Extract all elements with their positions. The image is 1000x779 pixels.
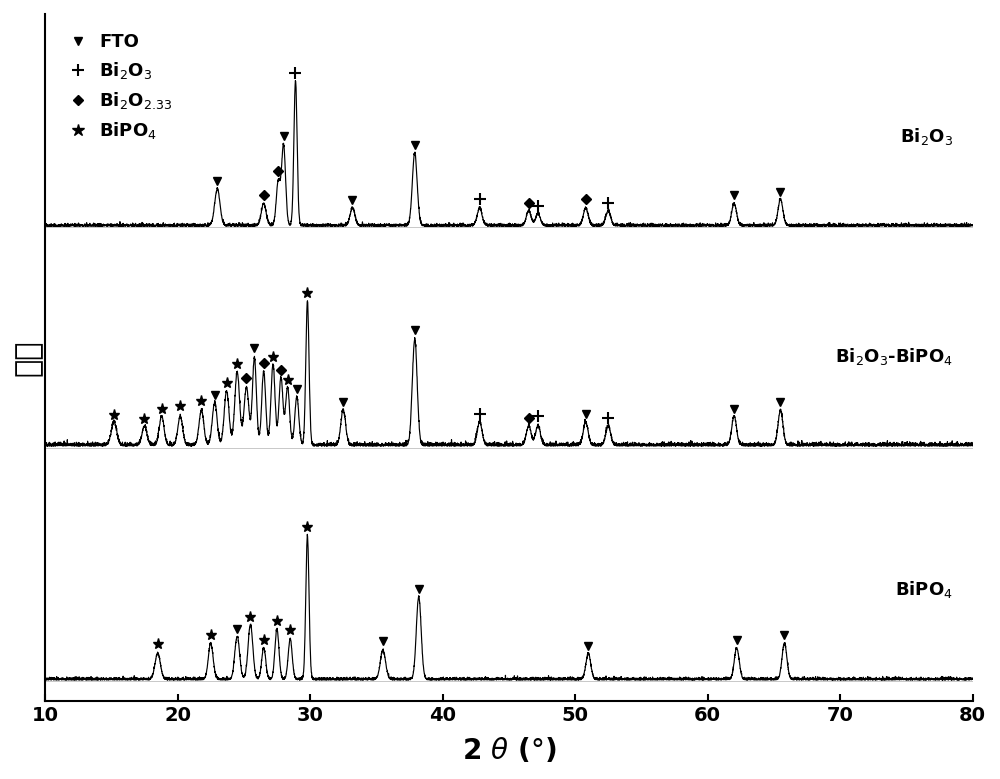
Text: BiPO$_4$: BiPO$_4$	[895, 580, 953, 601]
Legend: FTO, Bi$_2$O$_3$, Bi$_2$O$_{2.33}$, BiPO$_4$: FTO, Bi$_2$O$_3$, Bi$_2$O$_{2.33}$, BiPO…	[63, 30, 176, 145]
Text: Bi$_2$O$_3$-BiPO$_4$: Bi$_2$O$_3$-BiPO$_4$	[835, 346, 953, 367]
Text: Bi$_2$O$_3$: Bi$_2$O$_3$	[900, 125, 953, 146]
X-axis label: 2 $\theta$ ($\degree$): 2 $\theta$ ($\degree$)	[462, 736, 556, 765]
Y-axis label: 强度: 强度	[14, 340, 43, 375]
